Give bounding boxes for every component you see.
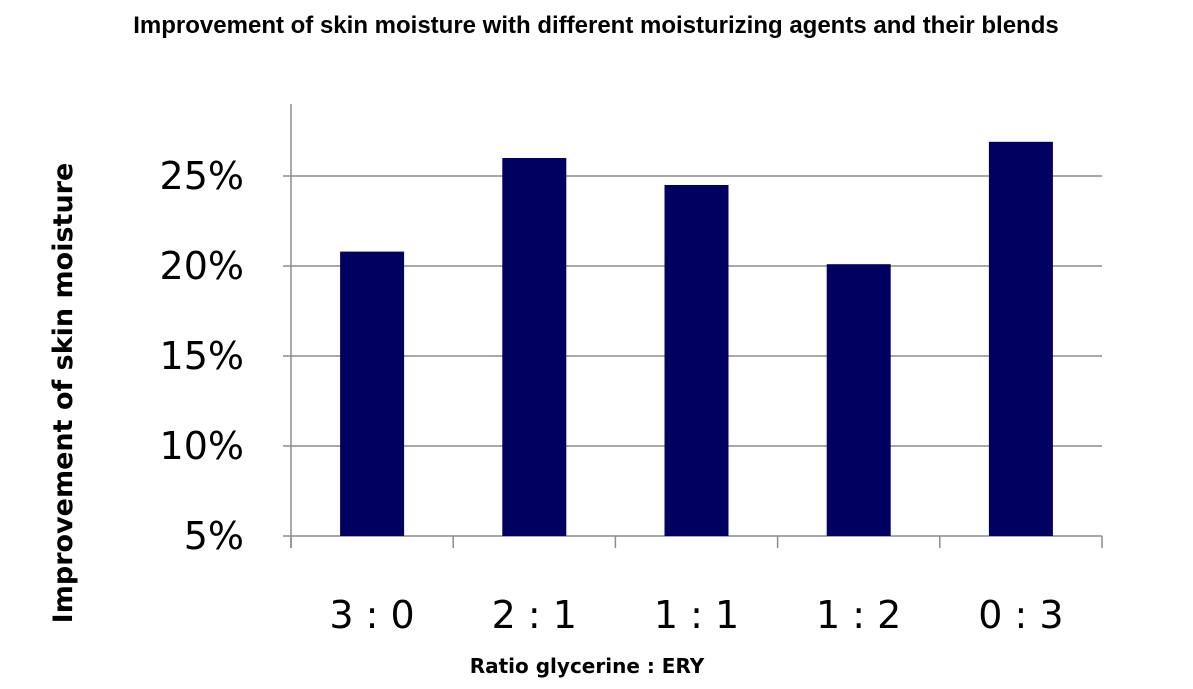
bar — [988, 141, 1053, 537]
y-axis-label: Improvement of skin moisture — [48, 163, 79, 624]
x-tick-label: 1 : 2 — [816, 593, 901, 637]
x-tick-label: 2 : 1 — [492, 593, 577, 637]
bars — [340, 141, 1053, 537]
y-tick-label: 25% — [160, 154, 244, 198]
x-tick-label: 1 : 1 — [654, 593, 739, 637]
x-tick-label: 0 : 3 — [978, 593, 1063, 637]
bar — [826, 264, 891, 536]
bar — [340, 251, 405, 536]
y-tick-label: 10% — [160, 424, 244, 468]
x-axis-label: Ratio glycerine : ERY — [470, 654, 705, 678]
x-tick-labels: 3 : 0 2 : 1 1 : 1 1 : 2 0 : 3 — [329, 593, 1063, 637]
bar — [502, 158, 567, 536]
y-tick-label: 15% — [160, 334, 244, 378]
x-tick-label: 3 : 0 — [329, 593, 414, 637]
y-tick-labels: 5% 10% 15% 20% 25% — [160, 154, 244, 558]
chart-title: Improvement of skin moisture with differ… — [133, 12, 1058, 39]
bar — [664, 185, 729, 536]
y-tick-label: 5% — [184, 514, 244, 558]
y-tick-label: 20% — [160, 244, 244, 288]
